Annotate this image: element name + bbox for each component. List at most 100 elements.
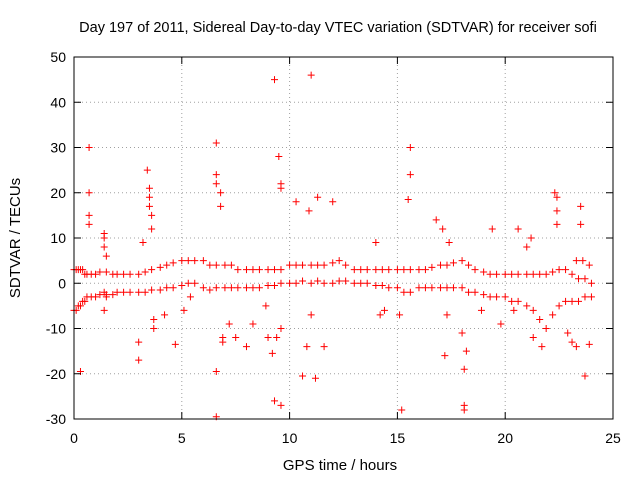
y-tick-label: 50: [50, 49, 66, 65]
data-point: [135, 288, 143, 296]
data-point: [271, 266, 279, 274]
data-point: [585, 340, 593, 348]
data-point: [460, 406, 468, 414]
data-point: [501, 293, 509, 301]
x-tick-label: 25: [605, 430, 621, 446]
data-point: [508, 270, 516, 278]
data-point: [148, 286, 156, 294]
data-point: [303, 343, 311, 351]
data-point: [277, 279, 285, 287]
data-point: [577, 220, 585, 228]
data-point: [493, 293, 501, 301]
data-point: [145, 184, 153, 192]
data-point: [199, 257, 207, 265]
data-point: [307, 279, 315, 287]
data-point: [148, 266, 156, 274]
data-point: [212, 261, 220, 269]
data-point: [577, 202, 585, 210]
data-point: [471, 288, 479, 296]
data-point: [184, 279, 192, 287]
data-point: [572, 257, 580, 265]
y-tick-label: -20: [46, 366, 66, 382]
data-point: [307, 261, 315, 269]
data-point: [85, 144, 93, 151]
data-point: [393, 266, 401, 274]
data-point: [217, 189, 225, 197]
data-point: [579, 257, 587, 265]
data-point: [529, 270, 537, 278]
data-point: [320, 343, 328, 351]
data-point: [221, 261, 229, 269]
data-point: [277, 266, 285, 274]
data-point: [307, 311, 315, 319]
data-point: [311, 374, 319, 382]
data-point: [299, 261, 307, 269]
data-point: [406, 288, 414, 296]
data-point: [342, 261, 350, 269]
data-point: [372, 266, 380, 274]
data-point: [148, 211, 156, 219]
data-point: [180, 306, 188, 314]
data-point: [102, 293, 110, 301]
data-point: [135, 338, 143, 346]
data-point: [191, 257, 199, 265]
data-point: [439, 225, 447, 233]
data-point: [79, 266, 87, 274]
data-point: [81, 297, 89, 305]
data-point: [329, 279, 337, 287]
data-point: [150, 325, 158, 332]
data-point: [148, 225, 156, 233]
data-point: [465, 288, 473, 296]
data-point: [551, 189, 559, 197]
data-point: [363, 279, 371, 287]
data-point: [264, 282, 272, 290]
data-point: [234, 284, 242, 292]
y-tick-label: -30: [46, 411, 66, 427]
data-point: [536, 315, 544, 323]
data-point: [553, 193, 561, 201]
data-point: [277, 184, 285, 192]
data-point: [135, 270, 143, 278]
data-point: [141, 268, 149, 276]
data-point: [100, 243, 108, 251]
data-point: [299, 277, 307, 285]
data-point: [404, 196, 412, 204]
data-point: [249, 284, 257, 292]
x-tick-label: 0: [70, 430, 78, 446]
data-point: [385, 266, 393, 274]
data-point: [109, 291, 117, 299]
data-point: [171, 340, 179, 348]
data-point: [372, 282, 380, 290]
y-axis: -30 -20 -10 0 10 20 30 40 50: [46, 49, 613, 427]
data-point: [428, 263, 436, 271]
data-point: [255, 284, 263, 292]
y-tick-label: 40: [50, 94, 66, 110]
data-point: [271, 397, 279, 405]
data-point: [564, 329, 572, 337]
data-point: [292, 279, 300, 287]
data-point: [350, 279, 358, 287]
data-point: [486, 270, 494, 278]
data-point: [102, 268, 110, 276]
data-point: [449, 284, 457, 292]
data-point: [514, 270, 522, 278]
data-point: [85, 211, 93, 219]
data-point: [212, 171, 220, 179]
data-point: [335, 277, 343, 285]
data-point: [169, 284, 177, 292]
data-point: [445, 239, 453, 247]
data-point: [255, 266, 263, 274]
data-point: [126, 288, 134, 296]
data-point: [486, 293, 494, 301]
data-point: [219, 334, 227, 342]
data-point: [85, 220, 93, 228]
data-point: [508, 297, 516, 305]
data-point: [400, 288, 408, 296]
data-point: [212, 139, 220, 147]
data-point: [286, 279, 294, 287]
data-point: [523, 302, 531, 310]
data-point: [314, 261, 322, 269]
data-point: [329, 259, 337, 267]
x-tick-label: 10: [282, 430, 298, 446]
data-point: [555, 302, 563, 310]
